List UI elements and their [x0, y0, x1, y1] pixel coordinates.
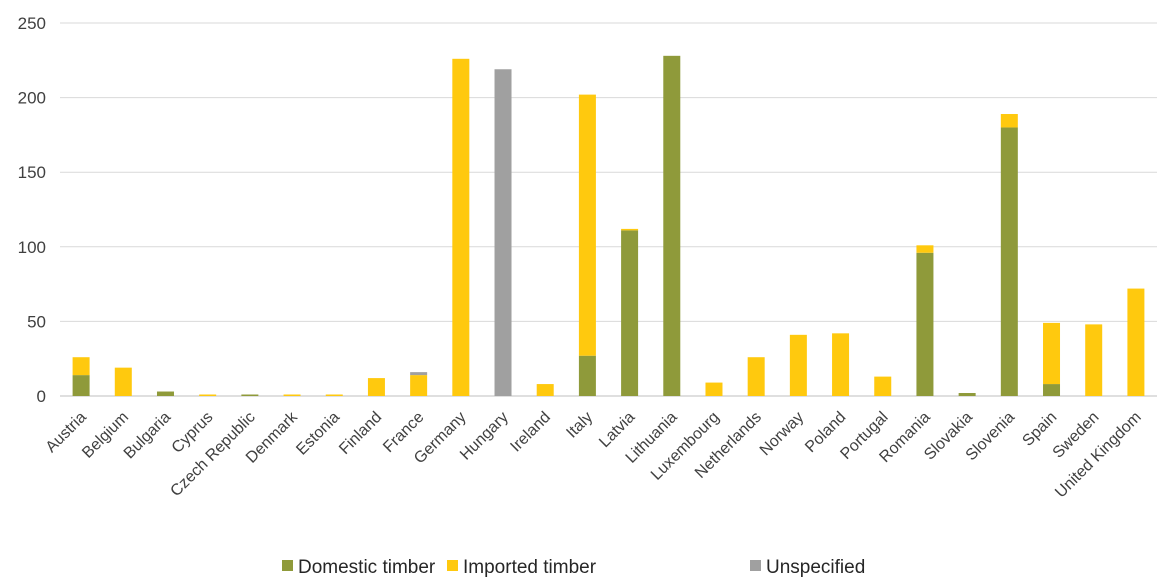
bar-imported-timber-cyprus: [199, 394, 217, 396]
bar-domestic-timber-romania: [916, 252, 934, 396]
legend-swatch: [282, 560, 293, 571]
bar-domestic-timber-austria: [72, 375, 90, 396]
x-tick-label: Spain: [1019, 409, 1060, 450]
bar-imported-timber-latvia: [621, 228, 639, 231]
bar-domestic-timber-italy: [578, 355, 596, 396]
legend: Domestic timber Imported timber Unspecifie…: [282, 557, 865, 578]
bar-imported-timber-netherlands: [747, 357, 765, 396]
bar-imported-timber-italy: [578, 94, 596, 356]
bar-imported-timber-portugal: [874, 376, 892, 396]
y-tick-label: 50: [27, 312, 46, 331]
bars: [72, 55, 1145, 397]
y-axis: 0 50 100 150 200 250: [18, 14, 46, 406]
bar-domestic-timber-latvia: [621, 230, 639, 396]
x-tick-label: Italy: [563, 409, 596, 442]
y-tick-label: 100: [18, 238, 46, 257]
bar-imported-timber-poland: [832, 333, 850, 396]
legend-label: Domestic timber: [298, 557, 436, 578]
y-tick-label: 250: [18, 14, 46, 33]
bar-domestic-timber-slovakia: [958, 393, 976, 396]
bar-imported-timber-spain: [1043, 322, 1061, 385]
bar-unspecified-france: [410, 372, 428, 376]
bar-imported-timber-romania: [916, 245, 934, 253]
x-tick-label: Estonia: [293, 409, 343, 459]
x-tick-label: Ireland: [507, 409, 554, 456]
bar-imported-timber-luxembourg: [705, 382, 723, 396]
bar-imported-timber-ireland: [536, 384, 554, 396]
legend-label: Imported timber: [463, 557, 597, 578]
bar-unspecified-hungary: [494, 69, 512, 396]
bar-imported-timber-france: [410, 375, 428, 396]
bar-imported-timber-belgium: [114, 367, 132, 396]
legend-swatch: [447, 560, 458, 571]
x-tick-label: Finland: [336, 409, 385, 458]
bar-imported-timber-slovenia: [1000, 114, 1018, 128]
x-tick-label: Bulgaria: [121, 409, 175, 463]
bar-imported-timber-finland: [367, 378, 385, 396]
bar-imported-timber-denmark: [283, 394, 301, 396]
bar-domestic-timber-spain: [1043, 384, 1061, 396]
y-tick-label: 200: [18, 89, 46, 108]
gridlines: [60, 22, 1157, 397]
bar-imported-timber-germany: [452, 58, 470, 397]
bar-imported-timber-united-kingdom: [1127, 288, 1145, 396]
legend-label: Unspecified: [766, 557, 865, 578]
legend-swatch: [750, 560, 761, 571]
bar-domestic-timber-slovenia: [1000, 127, 1018, 396]
bar-imported-timber-austria: [72, 357, 90, 376]
y-tick-label: 150: [18, 163, 46, 182]
x-tick-label: Norway: [757, 409, 807, 459]
bar-domestic-timber-lithuania: [663, 55, 681, 396]
y-tick-label: 0: [37, 387, 46, 406]
bar-imported-timber-norway: [789, 334, 807, 396]
bar-domestic-timber-czech-republic: [241, 394, 259, 396]
bar-imported-timber-estonia: [325, 394, 343, 396]
bar-domestic-timber-bulgaria: [156, 391, 174, 396]
bar-imported-timber-sweden: [1085, 324, 1103, 396]
